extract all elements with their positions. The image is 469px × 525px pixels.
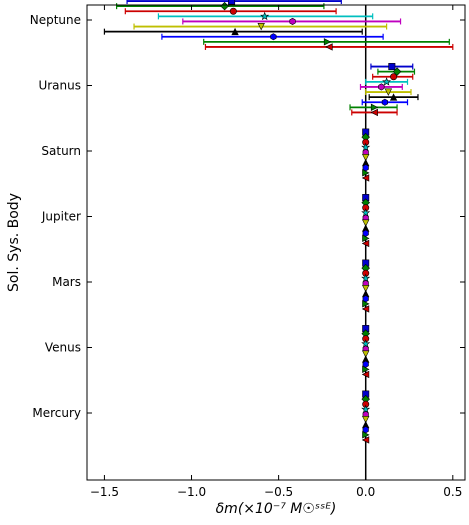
data-point-uranus	[382, 77, 392, 86]
data-point-neptune	[257, 23, 265, 31]
x-tick-label: −1.5	[90, 485, 119, 499]
y-tick-label-venus: Venus	[45, 341, 81, 355]
y-tick-label-neptune: Neptune	[30, 13, 81, 27]
x-axis-label: δm(×10⁻⁷ M☉ˢˢᴱ)	[216, 501, 337, 517]
y-tick-label-uranus: Uranus	[38, 79, 81, 93]
y-tick-label-jupiter: Jupiter	[41, 210, 81, 224]
y-axis-ticks: Neptune Uranus Saturn Jupiter Mars Venus Mercu…	[30, 13, 465, 420]
data-point-mars	[362, 285, 370, 293]
x-tick-label: 0.0	[356, 485, 375, 499]
data-point-mars	[361, 305, 370, 313]
data-point-saturn	[362, 169, 370, 177]
data-point-uranus	[388, 63, 396, 71]
x-tick-label: 0.5	[443, 485, 462, 499]
data-point-venus	[362, 365, 370, 374]
series-4	[182, 17, 403, 418]
series-6	[103, 27, 419, 429]
data-point-uranus	[390, 73, 398, 81]
data-point-mercury	[362, 416, 370, 424]
data-point-uranus	[381, 98, 388, 106]
x-tick-label: −0.5	[264, 485, 293, 499]
series-9	[204, 43, 454, 444]
data-point-jupiter	[362, 219, 370, 227]
data-point-neptune	[231, 27, 239, 36]
x-axis-ticks: −1.5 −1.0 −0.5 0.0 0.5	[90, 5, 462, 499]
axes-frame	[86, 4, 466, 481]
series-1	[116, 1, 416, 404]
data-point-venus	[362, 350, 370, 358]
data-point-neptune	[325, 43, 333, 51]
y-tick-label-mars: Mars	[52, 275, 81, 289]
data-point-neptune	[289, 17, 296, 25]
y-tick-label-mercury: Mercury	[32, 406, 81, 420]
y-axis-label: Sol. Sys. Body	[6, 193, 22, 292]
data-point-neptune	[270, 33, 277, 41]
series-8	[203, 38, 450, 439]
data-point-neptune	[228, 0, 236, 5]
data-point-jupiter	[362, 234, 370, 243]
data-point-uranus	[392, 67, 402, 76]
data-point-neptune	[323, 38, 332, 46]
data-point-saturn	[361, 174, 370, 182]
x-tick-label: −1.0	[177, 485, 206, 499]
series-3	[157, 11, 409, 414]
data-point-uranus	[370, 103, 379, 112]
data-point-neptune	[229, 7, 237, 15]
data-point-saturn	[362, 154, 370, 162]
y-tick-label-saturn: Saturn	[41, 144, 81, 158]
data-point-uranus	[389, 93, 398, 101]
data-point-mercury	[362, 431, 370, 439]
data-point-uranus	[378, 83, 385, 91]
data-point-jupiter	[361, 239, 370, 248]
series-5	[133, 23, 412, 424]
data-point-uranus	[384, 88, 393, 96]
data-point-mars	[362, 300, 370, 308]
data-point-neptune	[260, 11, 270, 21]
data-point-venus	[361, 370, 370, 379]
series-2	[124, 7, 414, 408]
data-point-uranus	[370, 108, 378, 117]
plot-area	[103, 0, 454, 480]
data-point-mercury	[361, 436, 370, 444]
